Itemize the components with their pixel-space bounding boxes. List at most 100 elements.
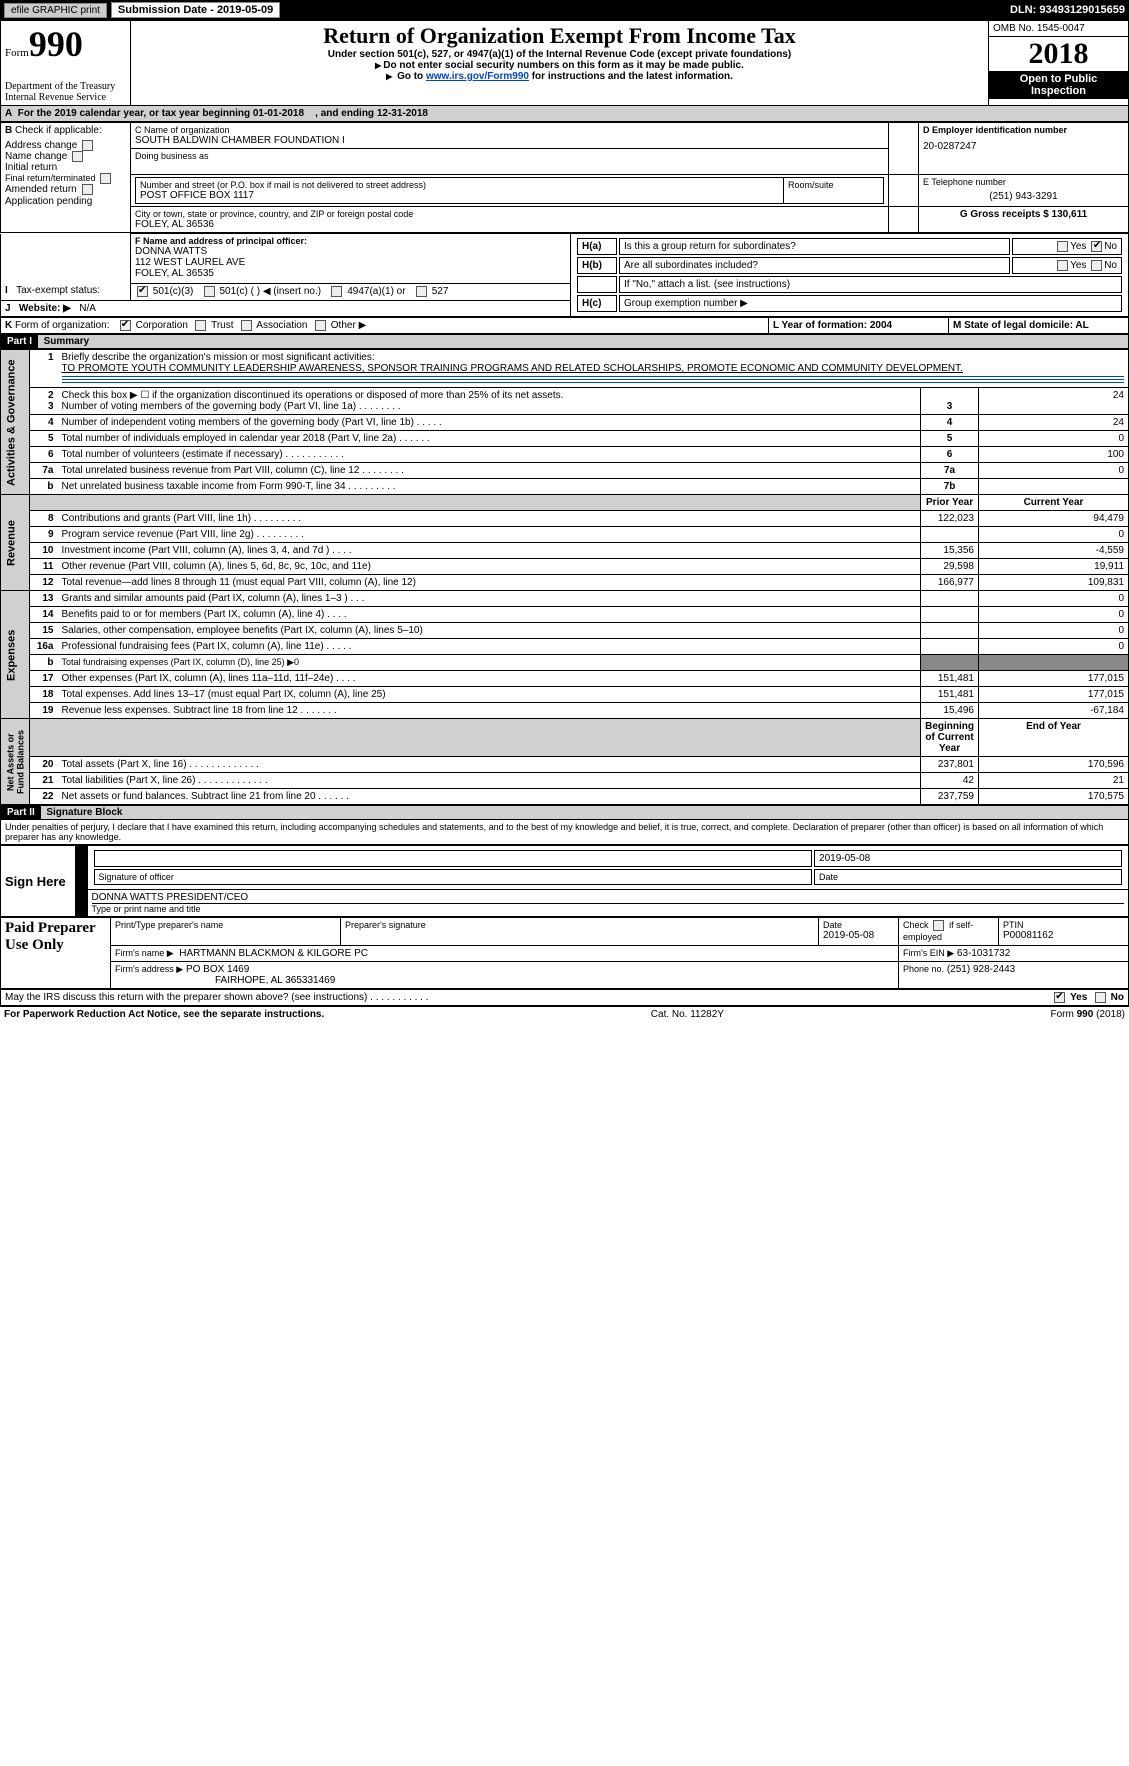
subtitle-1: Under section 501(c), 527, or 4947(a)(1)… bbox=[135, 49, 984, 60]
may-yes[interactable] bbox=[1054, 992, 1065, 1003]
q4: Number of independent voting members of … bbox=[58, 415, 921, 431]
sign-date: 2019-05-08 bbox=[814, 850, 1122, 867]
r16a: Professional fundraising fees (Part IX, … bbox=[58, 639, 921, 655]
checkbox-final[interactable] bbox=[100, 173, 111, 184]
sig-officer-label: Signature of officer bbox=[94, 869, 813, 885]
line-a: For the 2019 calendar year, or tax year … bbox=[18, 108, 304, 119]
subtitle-3: Go to www.irs.gov/Form990 for instructio… bbox=[135, 71, 984, 82]
paid-preparer-label: Paid Preparer Use Only bbox=[5, 920, 95, 953]
c19: -67,184 bbox=[979, 703, 1129, 719]
k-assoc[interactable] bbox=[241, 320, 252, 331]
omb-number: OMB No. 1545-0047 bbox=[989, 21, 1128, 37]
firm-addr2: FAIRHOPE, AL 365331469 bbox=[215, 975, 335, 986]
k-other[interactable] bbox=[315, 320, 326, 331]
self-employed-checkbox[interactable] bbox=[933, 920, 944, 931]
form-label: Form bbox=[5, 47, 29, 59]
hb-q: Are all subordinates included? bbox=[619, 257, 1010, 274]
r13: Grants and similar amounts paid (Part IX… bbox=[58, 591, 921, 607]
firm-phone-label: Phone no. bbox=[903, 964, 944, 974]
gross-receipts: G Gross receipts $ 130,611 bbox=[960, 209, 1087, 220]
p14 bbox=[921, 607, 979, 623]
q6: Total number of volunteers (estimate if … bbox=[58, 447, 921, 463]
ptin-label: PTIN bbox=[1003, 920, 1124, 930]
k-trust[interactable] bbox=[195, 320, 206, 331]
hdr-prior: Prior Year bbox=[926, 497, 973, 508]
v7b bbox=[979, 479, 1129, 495]
checkbox-amended[interactable] bbox=[82, 184, 93, 195]
p9 bbox=[921, 527, 979, 543]
checkbox-address-change[interactable] bbox=[82, 140, 93, 151]
j-label: Website: ▶ bbox=[19, 303, 71, 314]
website: N/A bbox=[79, 303, 96, 314]
p13 bbox=[921, 591, 979, 607]
r10: Investment income (Part VIII, column (A)… bbox=[58, 543, 921, 559]
i-501c3[interactable] bbox=[137, 286, 148, 297]
i-527[interactable] bbox=[416, 286, 427, 297]
city-label: City or town, state or province, country… bbox=[135, 209, 884, 219]
l-year: L Year of formation: 2004 bbox=[773, 320, 892, 331]
sub3-suffix: for instructions and the latest informat… bbox=[529, 71, 733, 82]
irs-link[interactable]: www.irs.gov/Form990 bbox=[426, 71, 529, 82]
p10: 15,356 bbox=[921, 543, 979, 559]
c11: 19,911 bbox=[979, 559, 1129, 575]
firm-addr1: PO BOX 1469 bbox=[186, 964, 249, 975]
c10: -4,559 bbox=[979, 543, 1129, 559]
q2: Check this box ▶ ☐ if the organization d… bbox=[62, 390, 564, 401]
firm-name: HARTMANN BLACKMON & KILGORE PC bbox=[179, 948, 368, 959]
p18: 151,481 bbox=[921, 687, 979, 703]
k-corp[interactable] bbox=[120, 320, 131, 331]
hb-note: If "No," attach a list. (see instruction… bbox=[619, 276, 1122, 293]
entity-block: B Check if applicable: Address change Na… bbox=[0, 122, 1129, 233]
m-state: M State of legal domicile: AL bbox=[953, 320, 1089, 331]
c16a: 0 bbox=[979, 639, 1129, 655]
ha-q: Is this a group return for subordinates? bbox=[619, 238, 1010, 255]
hb-yes[interactable] bbox=[1057, 260, 1068, 271]
form-header: Form990 Department of the Treasury Inter… bbox=[0, 20, 1129, 106]
preparer-sig-label: Preparer's signature bbox=[345, 920, 814, 930]
vert-expenses: Expenses bbox=[1, 591, 30, 719]
date-label: Date bbox=[814, 869, 1122, 885]
r15: Salaries, other compensation, employee b… bbox=[58, 623, 921, 639]
p12: 166,977 bbox=[921, 575, 979, 591]
hb-no[interactable] bbox=[1091, 260, 1102, 271]
q1: Briefly describe the organization's miss… bbox=[62, 352, 375, 363]
part1-table: Activities & Governance 1 Briefly descri… bbox=[0, 349, 1129, 805]
checkbox-name-change[interactable] bbox=[72, 151, 83, 162]
r21: Total liabilities (Part X, line 26) . . … bbox=[58, 773, 921, 789]
c17: 177,015 bbox=[979, 671, 1129, 687]
org-name: SOUTH BALDWIN CHAMBER FOUNDATION I bbox=[135, 135, 884, 146]
submission-date: Submission Date - 2019-05-09 bbox=[111, 2, 280, 18]
i-501c[interactable] bbox=[204, 286, 215, 297]
vert-revenue: Revenue bbox=[1, 495, 30, 591]
r8: Contributions and grants (Part VIII, lin… bbox=[58, 511, 921, 527]
e-label: E Telephone number bbox=[923, 177, 1124, 187]
paid-preparer-block: Paid Preparer Use Only Print/Type prepar… bbox=[0, 917, 1129, 988]
b-opt: Amended return bbox=[5, 184, 126, 195]
prep-date: 2019-05-08 bbox=[823, 930, 894, 941]
v7a: 0 bbox=[979, 463, 1129, 479]
sub3-prefix: Go to bbox=[397, 71, 426, 82]
addr-label: Number and street (or P.O. box if mail i… bbox=[140, 180, 779, 190]
form-title: Return of Organization Exempt From Incom… bbox=[135, 23, 984, 49]
hdr-beginning: Beginning of Current Year bbox=[925, 721, 974, 754]
c18: 177,015 bbox=[979, 687, 1129, 703]
ha-no[interactable] bbox=[1091, 241, 1102, 252]
tax-year: 2018 bbox=[989, 37, 1128, 71]
dept-treasury: Department of the Treasury Internal Reve… bbox=[5, 81, 126, 103]
b-opt: Initial return bbox=[5, 162, 126, 173]
dba-label: Doing business as bbox=[135, 151, 884, 161]
c8: 94,479 bbox=[979, 511, 1129, 527]
firm-addr-label: Firm's address ▶ bbox=[115, 964, 183, 974]
officer-name: DONNA WATTS bbox=[135, 246, 566, 257]
p19: 15,496 bbox=[921, 703, 979, 719]
r18: Total expenses. Add lines 13–17 (must eq… bbox=[58, 687, 921, 703]
v6: 100 bbox=[979, 447, 1129, 463]
p16a bbox=[921, 639, 979, 655]
may-no[interactable] bbox=[1095, 992, 1106, 1003]
vert-activities: Activities & Governance bbox=[1, 350, 30, 495]
i-4947[interactable] bbox=[331, 286, 342, 297]
q7b: Net unrelated business taxable income fr… bbox=[58, 479, 921, 495]
firm-ein: 63-1031732 bbox=[957, 948, 1010, 959]
ha-yes[interactable] bbox=[1057, 241, 1068, 252]
v3: 24 bbox=[979, 388, 1129, 415]
